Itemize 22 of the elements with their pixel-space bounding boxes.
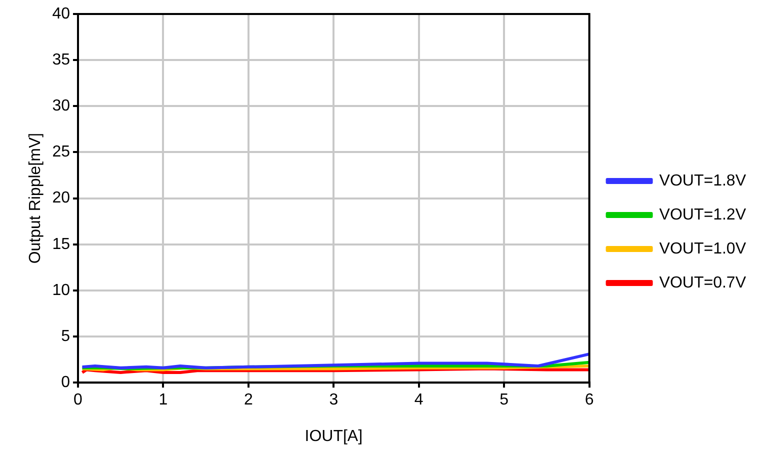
- y-axis-title: Output Ripple[mV]: [27, 132, 44, 264]
- x-tick-label: 2: [244, 392, 253, 409]
- legend-label: VOUT=0.7V: [659, 274, 746, 292]
- y-tick-label: 30: [52, 98, 70, 115]
- x-tick-label: 1: [158, 392, 168, 409]
- y-tick-label: 20: [52, 190, 70, 207]
- x-tick-label: 0: [74, 392, 83, 409]
- y-tick-label: 25: [52, 144, 70, 161]
- legend-label: VOUT=1.0V: [659, 240, 746, 258]
- x-tick-label: 3: [329, 392, 338, 409]
- y-tick-label: 5: [61, 328, 70, 345]
- x-tick-label: 6: [584, 392, 594, 409]
- legend-label: VOUT=1.8V: [659, 172, 746, 190]
- y-tick-label: 40: [52, 5, 70, 22]
- y-tick-label: 0: [61, 374, 70, 392]
- legend-label: VOUT=1.2V: [659, 206, 746, 224]
- x-tick-label: 5: [500, 392, 509, 409]
- x-tick-label: 4: [414, 392, 424, 409]
- x-axis-title: IOUT[A]: [304, 428, 363, 445]
- y-tick-label: 35: [52, 51, 70, 68]
- y-tick-label: 10: [52, 282, 70, 299]
- y-tick-label: 15: [52, 236, 70, 253]
